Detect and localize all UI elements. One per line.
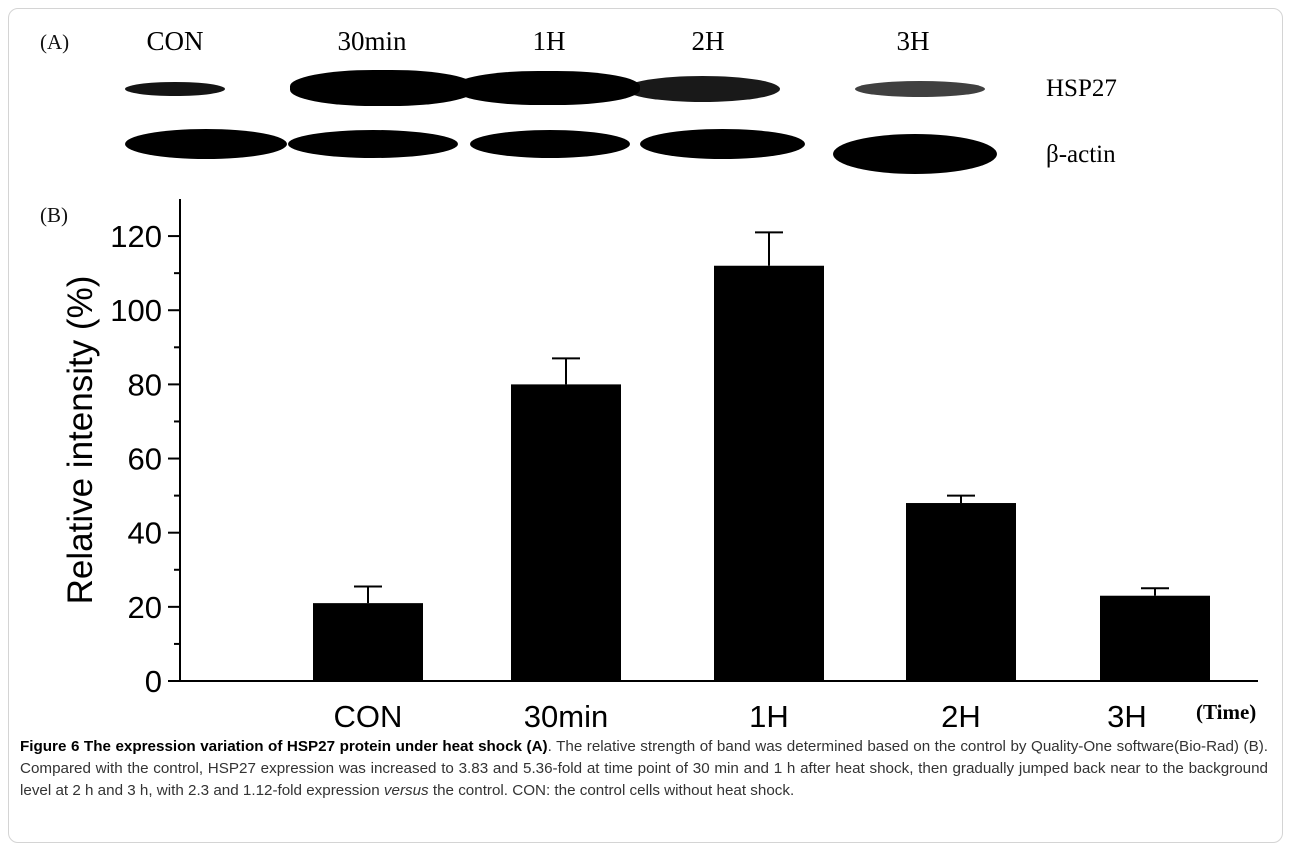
x-axis-label: (Time) bbox=[1196, 700, 1256, 724]
lane-label-2h: 2H bbox=[691, 26, 725, 56]
lane-label-1h: 1H bbox=[532, 26, 566, 56]
x-tick-label: 30min bbox=[524, 699, 608, 734]
y-tick-label: 60 bbox=[128, 442, 162, 477]
x-tick-label: CON bbox=[334, 699, 403, 734]
caption-italic: versus bbox=[383, 782, 429, 799]
y-tick-label: 20 bbox=[128, 590, 162, 625]
band-hsp27-con bbox=[125, 82, 225, 96]
row-label-beta-actin: β-actin bbox=[1046, 141, 1116, 168]
band-actin-con bbox=[125, 129, 287, 159]
band-actin-1h bbox=[470, 130, 630, 158]
y-tick-label: 80 bbox=[128, 367, 162, 402]
x-tick-label: 3H bbox=[1107, 699, 1147, 734]
band-hsp27-1h bbox=[455, 71, 640, 105]
band-hsp27-30min bbox=[290, 70, 475, 106]
lane-label-3h: 3H bbox=[896, 26, 930, 56]
bar-3h bbox=[1100, 595, 1210, 681]
band-actin-3h bbox=[833, 134, 997, 174]
band-actin-30min bbox=[288, 130, 458, 158]
x-tick-label: 2H bbox=[941, 699, 981, 734]
caption-tail: the control. CON: the control cells with… bbox=[428, 782, 795, 799]
y-tick-label: 0 bbox=[145, 664, 162, 699]
bar-1h bbox=[714, 265, 824, 681]
y-axis-label: Relative intensity (%) bbox=[61, 276, 100, 605]
bar-con bbox=[313, 603, 423, 681]
row-label-hsp27: HSP27 bbox=[1046, 75, 1117, 102]
band-hsp27-2h bbox=[625, 76, 780, 102]
bar-30min bbox=[511, 384, 621, 681]
panel-b-label: (B) bbox=[40, 203, 68, 227]
band-hsp27-3h bbox=[855, 81, 985, 97]
x-tick-label: 1H bbox=[749, 699, 789, 734]
band-actin-2h bbox=[640, 129, 805, 159]
figure-caption: Figure 6 The expression variation of HSP… bbox=[20, 736, 1268, 802]
y-tick-label: 40 bbox=[128, 516, 162, 551]
caption-body: . The relative strength of band was dete… bbox=[20, 738, 1268, 799]
panel-a-label: (A) bbox=[40, 30, 70, 54]
lane-label-con: CON bbox=[146, 26, 204, 56]
y-tick-label: 120 bbox=[110, 219, 162, 254]
y-tick-label: 100 bbox=[110, 293, 162, 328]
caption-title: Figure 6 The expression variation of HSP… bbox=[20, 738, 548, 755]
bar-2h bbox=[906, 503, 1016, 681]
lane-label-30min: 30min bbox=[337, 26, 407, 56]
bar-chart: (B) 0 20 40 60 80 100 120 Relative intensity (%)… bbox=[40, 199, 1258, 734]
